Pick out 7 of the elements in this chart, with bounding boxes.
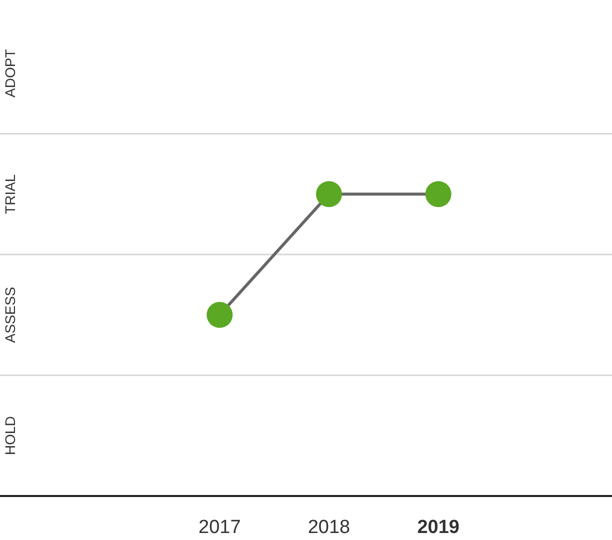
- text: HOLD: [2, 416, 18, 456]
- x-tick-label: 2018: [308, 517, 350, 538]
- text: ADOPT: [2, 48, 18, 98]
- x-tick-label: 2019: [417, 517, 460, 538]
- x-tick-label: 2017: [198, 517, 241, 538]
- text: ASSESS: [2, 286, 18, 343]
- text: TRIAL: [2, 174, 18, 214]
